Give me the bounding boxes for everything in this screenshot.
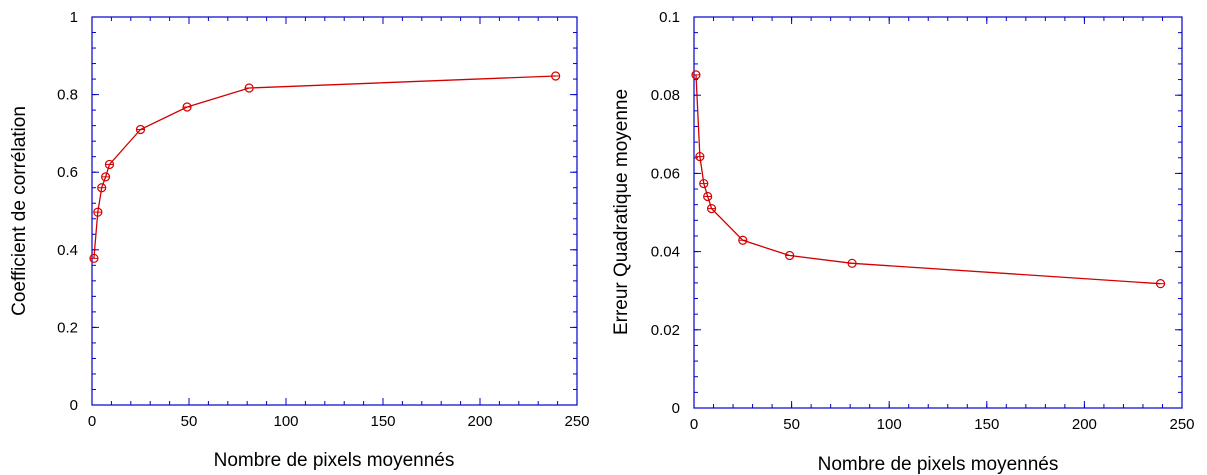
x-tick-label: 150: [974, 416, 999, 433]
chart-mean-squared-error: 0 50 100 150 200 250 0 0.02 0.04 0.06 0.08 0.1 Nomb…: [611, 9, 1195, 475]
x-tick-label: 250: [564, 413, 589, 430]
y-tick-label: 0.02: [651, 322, 680, 339]
x-tick-label: 150: [370, 413, 395, 430]
y-axis-title: Coefficient de corrélation: [9, 106, 30, 316]
y-tick-label: 0.06: [651, 165, 680, 182]
x-tick-label: 50: [181, 413, 198, 430]
x-tick-label: 200: [1072, 416, 1097, 433]
y-tick-label: 0.6: [57, 164, 78, 181]
y-tick-label: 0: [672, 400, 680, 417]
y-tick-label: 1: [70, 9, 78, 26]
plot-frame: [91, 16, 578, 406]
series-line: [695, 74, 1161, 285]
x-axis-title: Nombre de pixels moyennés: [214, 450, 455, 471]
chart-correlation: 0 50 100 150 200 250 0 0.2 0.4 0.6 0.8 1 Nombre de …: [9, 9, 590, 471]
y-tick-label: 0.2: [57, 319, 78, 336]
x-tick-label: 0: [690, 416, 698, 433]
y-tick-label: 0.1: [659, 9, 680, 26]
x-tick-label: 100: [877, 416, 902, 433]
x-axis-title: Nombre de pixels moyennés: [818, 454, 1059, 475]
x-tick-label: 200: [467, 413, 492, 430]
x-tick-label: 100: [273, 413, 298, 430]
axis-tick-labels: 0 50 100 150 200 250 0 0.2 0.4 0.6 0.8 1: [57, 9, 589, 430]
series-line: [93, 75, 556, 259]
axis-ticks: [693, 16, 1183, 409]
y-tick-label: 0.08: [651, 87, 680, 104]
x-tick-label: 50: [783, 416, 800, 433]
series-markers: [691, 70, 1166, 289]
y-tick-label: 0.8: [57, 87, 78, 104]
axis-tick-labels: 0 50 100 150 200 250 0 0.02 0.04 0.06 0.08 0.1: [651, 9, 1195, 433]
y-axis-title: Erreur Quadratique moyenne: [611, 89, 632, 335]
x-tick-label: 250: [1169, 416, 1194, 433]
y-tick-label: 0: [70, 397, 78, 414]
x-tick-label: 0: [88, 413, 96, 430]
series-markers: [89, 71, 561, 263]
axis-ticks: [91, 16, 578, 406]
plot-frame: [693, 16, 1183, 409]
y-tick-label: 0.04: [651, 244, 680, 261]
y-tick-label: 0.4: [57, 242, 78, 259]
